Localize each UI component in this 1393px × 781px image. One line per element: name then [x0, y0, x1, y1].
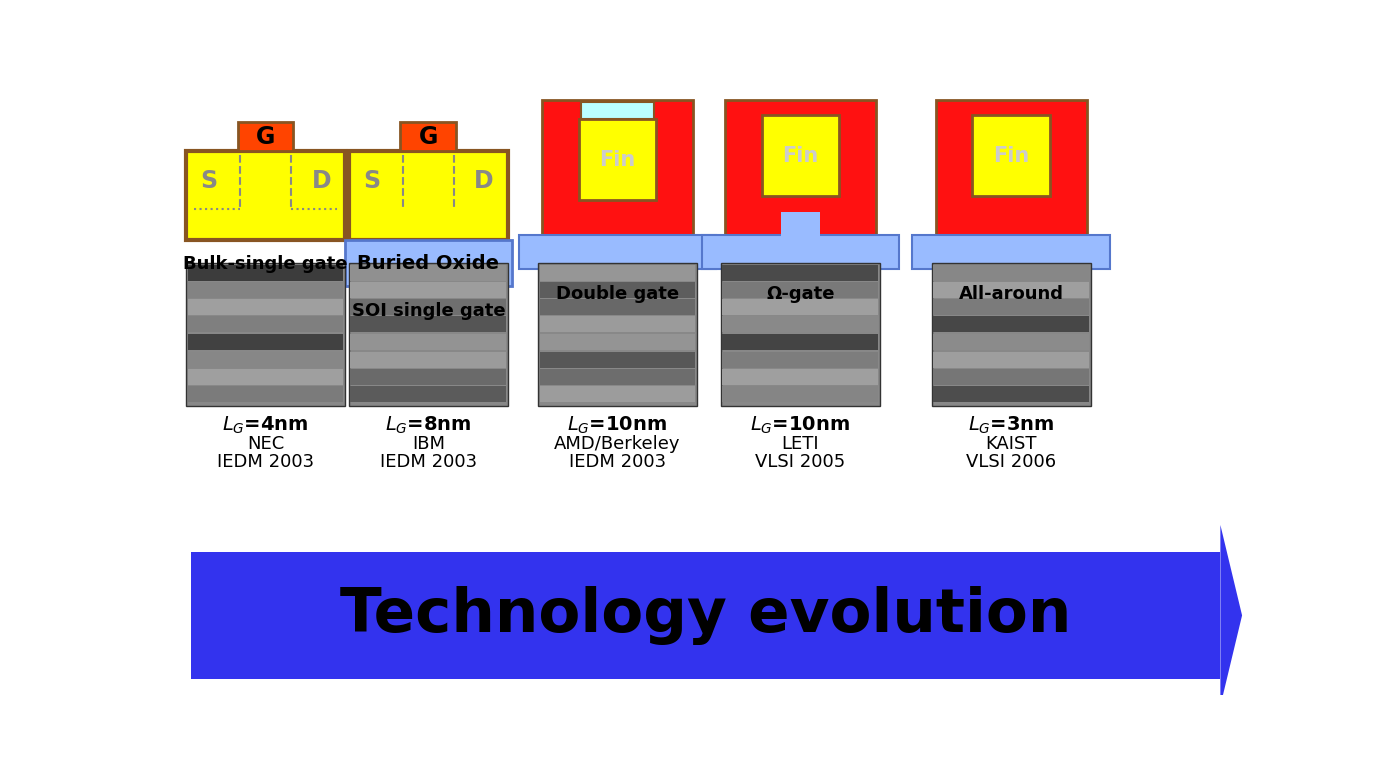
Bar: [345, 240, 511, 286]
Bar: [723, 316, 878, 333]
Text: $L_G$=3nm: $L_G$=3nm: [968, 415, 1055, 436]
Bar: [348, 263, 508, 405]
Bar: [936, 100, 1087, 234]
Bar: [191, 552, 1220, 679]
Text: Fin: Fin: [783, 146, 819, 166]
Bar: [542, 100, 692, 234]
Bar: [933, 351, 1089, 368]
Bar: [723, 265, 878, 281]
Bar: [351, 369, 506, 385]
Bar: [539, 369, 695, 385]
Bar: [724, 100, 876, 234]
Bar: [723, 351, 878, 368]
Text: $L_G$=8nm: $L_G$=8nm: [384, 415, 472, 436]
Bar: [351, 282, 506, 298]
Bar: [351, 387, 506, 402]
Text: AMD/Berkeley: AMD/Berkeley: [554, 435, 681, 453]
Bar: [578, 119, 656, 200]
Bar: [351, 351, 506, 368]
Text: $L_G$=4nm: $L_G$=4nm: [223, 415, 309, 436]
Text: D: D: [312, 169, 332, 193]
Bar: [723, 282, 878, 298]
Text: Fin: Fin: [993, 146, 1029, 166]
Bar: [539, 265, 695, 281]
Bar: [723, 334, 878, 350]
Text: Technology evolution: Technology evolution: [340, 586, 1071, 645]
Bar: [722, 263, 880, 405]
Text: Ω-gate: Ω-gate: [766, 285, 834, 303]
Bar: [581, 102, 655, 119]
Bar: [933, 299, 1089, 316]
Text: All-around: All-around: [958, 285, 1064, 303]
Bar: [351, 316, 506, 333]
Bar: [188, 369, 344, 385]
Text: Fin: Fin: [599, 149, 635, 169]
Text: G: G: [419, 125, 437, 149]
Text: SOI single gate: SOI single gate: [351, 301, 506, 319]
Bar: [238, 122, 294, 152]
Bar: [188, 351, 344, 368]
Bar: [188, 265, 344, 281]
Text: G: G: [256, 125, 276, 149]
Bar: [351, 299, 506, 316]
Text: KAIST: KAIST: [985, 435, 1036, 453]
Bar: [933, 334, 1089, 350]
Bar: [723, 387, 878, 402]
Bar: [518, 234, 716, 269]
Text: VLSI 2005: VLSI 2005: [755, 453, 846, 471]
Bar: [188, 316, 344, 333]
Bar: [702, 234, 898, 269]
Bar: [723, 299, 878, 316]
Bar: [912, 234, 1110, 269]
Bar: [400, 122, 457, 152]
Text: S: S: [362, 169, 380, 193]
Text: Double gate: Double gate: [556, 285, 678, 303]
Bar: [972, 116, 1050, 196]
Text: IBM: IBM: [412, 435, 444, 453]
Bar: [781, 212, 819, 238]
Bar: [539, 351, 695, 368]
Text: $L_G$=10nm: $L_G$=10nm: [751, 415, 850, 436]
Bar: [351, 334, 506, 350]
Text: D: D: [474, 169, 493, 193]
Bar: [539, 282, 695, 298]
Text: IEDM 2003: IEDM 2003: [568, 453, 666, 471]
Text: LETI: LETI: [781, 435, 819, 453]
Bar: [538, 263, 696, 405]
Bar: [933, 316, 1089, 333]
Bar: [188, 387, 344, 402]
Text: S: S: [201, 169, 217, 193]
Bar: [187, 263, 345, 405]
Bar: [933, 369, 1089, 385]
Bar: [351, 265, 506, 281]
Bar: [933, 265, 1089, 281]
Text: Bulk-single gate: Bulk-single gate: [184, 255, 348, 273]
Bar: [188, 334, 344, 350]
Bar: [539, 387, 695, 402]
Bar: [188, 299, 344, 316]
Bar: [348, 152, 508, 240]
Bar: [933, 387, 1089, 402]
Text: $L_G$=10nm: $L_G$=10nm: [567, 415, 667, 436]
Bar: [188, 282, 344, 298]
Bar: [539, 316, 695, 333]
Bar: [723, 369, 878, 385]
Bar: [932, 263, 1091, 405]
Text: VLSI 2006: VLSI 2006: [967, 453, 1056, 471]
Bar: [933, 282, 1089, 298]
Bar: [187, 152, 345, 240]
Bar: [762, 116, 839, 196]
Bar: [539, 334, 695, 350]
Text: IEDM 2003: IEDM 2003: [217, 453, 315, 471]
Text: IEDM 2003: IEDM 2003: [380, 453, 476, 471]
Bar: [539, 299, 695, 316]
Text: Buried Oxide: Buried Oxide: [358, 254, 499, 273]
Polygon shape: [1220, 525, 1243, 706]
Text: NEC: NEC: [247, 435, 284, 453]
